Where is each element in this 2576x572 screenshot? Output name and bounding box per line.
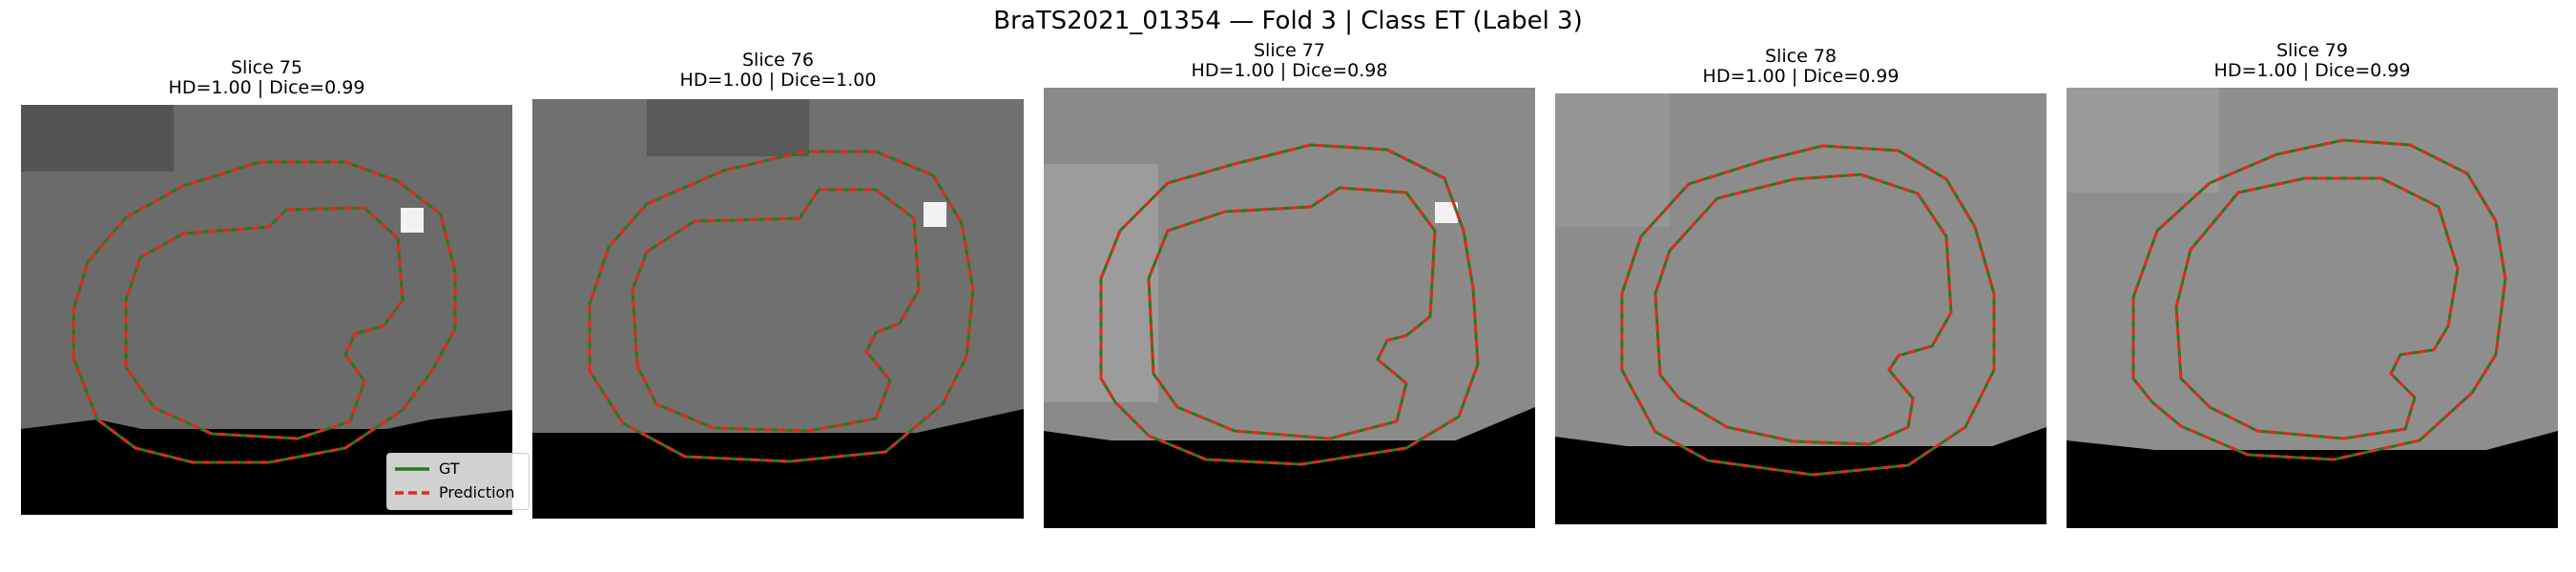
legend-item-prediction: Prediction xyxy=(387,481,529,504)
slice-panel-77: Slice 77 HD=1.00 | Dice=0.98 xyxy=(1044,0,1535,534)
pred-contour-inner xyxy=(2174,176,2460,440)
legend: GT Prediction xyxy=(386,453,530,510)
mri-slice-image xyxy=(2067,88,2558,528)
slice-title: Slice 78 xyxy=(1765,46,1837,67)
slice-title: Slice 77 xyxy=(1254,40,1325,61)
pred-contour-outer xyxy=(1099,143,1480,466)
mri-slice-image xyxy=(1044,88,1535,528)
dark-patch xyxy=(647,99,809,156)
background-edge xyxy=(21,410,512,439)
gt-line-swatch xyxy=(395,467,429,471)
prediction-line-swatch xyxy=(395,491,429,495)
pred-contour-outer xyxy=(2131,138,2507,461)
slice-title: Slice 76 xyxy=(742,50,814,71)
legend-item-gt: GT xyxy=(387,458,529,480)
pred-contour-outer xyxy=(72,160,457,464)
figure-title: BraTS2021_01354 — Fold 3 | Class ET (Lab… xyxy=(993,7,1583,35)
background-region xyxy=(2067,450,2558,528)
mri-slice-image xyxy=(21,105,512,515)
bright-spot xyxy=(924,202,946,227)
pred-contour-inner xyxy=(1653,173,1953,446)
background-edge xyxy=(1555,427,2046,470)
background-edge xyxy=(532,409,1024,447)
slice-title: Slice 79 xyxy=(2276,40,2348,61)
bright-rim xyxy=(2067,88,2219,193)
mri-slice-image xyxy=(1555,93,2046,524)
slice-metrics: HD=1.00 | Dice=0.99 xyxy=(168,77,365,98)
pred-contour-outer xyxy=(588,150,975,463)
slice-metrics: HD=1.00 | Dice=1.00 xyxy=(679,70,877,91)
bright-spot xyxy=(401,208,424,233)
pred-contour-inner xyxy=(1147,186,1437,440)
bright-spot xyxy=(1435,202,1458,223)
pred-contour-inner xyxy=(124,206,405,440)
slice-metrics: HD=1.00 | Dice=0.99 xyxy=(2213,60,2411,81)
slice-panel-76: Slice 76 HD=1.00 | Dice=1.00 xyxy=(532,0,1024,534)
slice-metrics: HD=1.00 | Dice=0.98 xyxy=(1191,60,1388,81)
background-region xyxy=(532,433,1024,519)
legend-label-gt: GT xyxy=(439,460,460,478)
legend-label-prediction: Prediction xyxy=(439,483,515,501)
slice-metrics: HD=1.00 | Dice=0.99 xyxy=(1702,66,1900,87)
pred-contour-inner xyxy=(631,188,921,433)
pred-contour-outer xyxy=(1620,144,1996,477)
slice-panel-79: Slice 79 HD=1.00 | Dice=0.99 xyxy=(2067,0,2558,534)
bright-rim xyxy=(1555,93,1670,227)
background-edge xyxy=(1044,407,1535,464)
mri-slice-image xyxy=(532,99,1024,519)
dark-patch xyxy=(21,105,174,172)
slice-panel-75: Slice 75 HD=1.00 | Dice=0.99 GT Predicti… xyxy=(21,0,530,534)
slice-title: Slice 75 xyxy=(231,57,302,78)
slice-panel-78: Slice 78 HD=1.00 | Dice=0.99 xyxy=(1555,0,2046,534)
